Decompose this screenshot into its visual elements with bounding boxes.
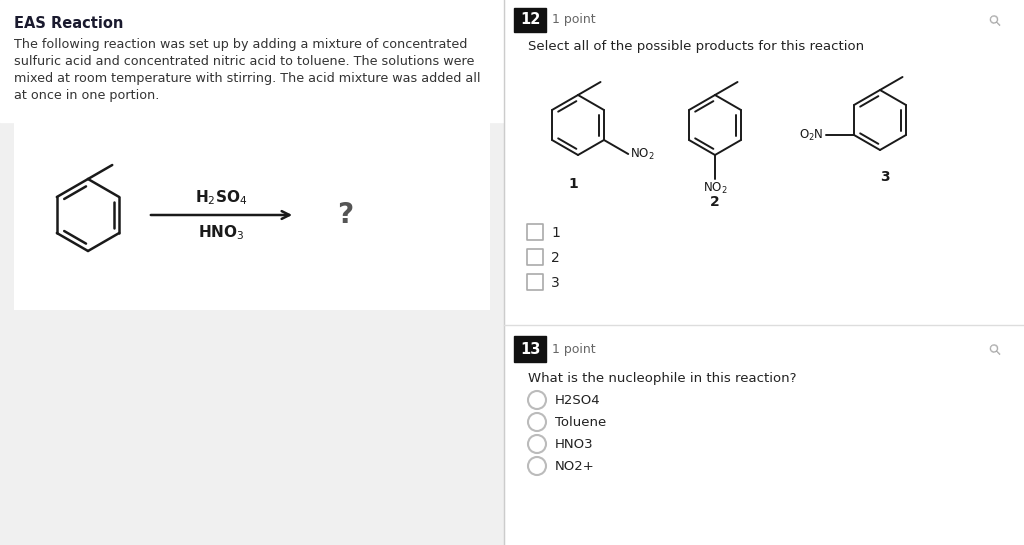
Text: H2SO4: H2SO4 bbox=[555, 393, 601, 407]
Text: What is the nucleophile in this reaction?: What is the nucleophile in this reaction… bbox=[528, 372, 797, 385]
Text: ⚲: ⚲ bbox=[986, 11, 1005, 29]
Text: NO$_2$: NO$_2$ bbox=[630, 147, 654, 161]
Bar bbox=[0, 0, 504, 122]
Text: 1 point: 1 point bbox=[552, 342, 596, 355]
Bar bbox=[14, 122, 490, 310]
Bar bbox=[0, 0, 504, 545]
Text: 3: 3 bbox=[551, 276, 560, 290]
Text: Select all of the possible products for this reaction: Select all of the possible products for … bbox=[528, 40, 864, 53]
Text: 1 point: 1 point bbox=[552, 14, 596, 27]
Bar bbox=[527, 249, 543, 265]
Bar bbox=[527, 224, 543, 240]
Bar bbox=[514, 8, 546, 32]
Text: ?: ? bbox=[337, 201, 353, 229]
Bar bbox=[527, 274, 543, 290]
Text: 1: 1 bbox=[551, 226, 560, 240]
Text: sulfuric acid and concentrated nitric acid to toluene. The solutions were: sulfuric acid and concentrated nitric ac… bbox=[14, 55, 474, 68]
Text: HNO3: HNO3 bbox=[555, 438, 594, 451]
Circle shape bbox=[528, 413, 546, 431]
Text: mixed at room temperature with stirring. The acid mixture was added all: mixed at room temperature with stirring.… bbox=[14, 72, 480, 85]
Circle shape bbox=[528, 391, 546, 409]
Text: 1: 1 bbox=[568, 177, 578, 191]
Text: 12: 12 bbox=[520, 13, 541, 27]
Circle shape bbox=[528, 435, 546, 453]
Text: NO2+: NO2+ bbox=[555, 459, 595, 473]
Circle shape bbox=[528, 457, 546, 475]
Text: 13: 13 bbox=[520, 342, 541, 356]
Text: O$_2$N: O$_2$N bbox=[800, 128, 824, 143]
Text: at once in one portion.: at once in one portion. bbox=[14, 89, 160, 102]
Text: ⚲: ⚲ bbox=[986, 340, 1005, 358]
Text: HNO$_3$: HNO$_3$ bbox=[199, 223, 245, 241]
Text: H$_2$SO$_4$: H$_2$SO$_4$ bbox=[196, 189, 248, 207]
Bar bbox=[514, 336, 546, 362]
Text: 3: 3 bbox=[881, 170, 890, 184]
Text: 2: 2 bbox=[710, 195, 720, 209]
Text: Toluene: Toluene bbox=[555, 415, 606, 428]
Text: 2: 2 bbox=[551, 251, 560, 265]
Text: NO$_2$: NO$_2$ bbox=[702, 181, 727, 196]
Text: EAS Reaction: EAS Reaction bbox=[14, 16, 123, 31]
Text: The following reaction was set up by adding a mixture of concentrated: The following reaction was set up by add… bbox=[14, 38, 467, 51]
